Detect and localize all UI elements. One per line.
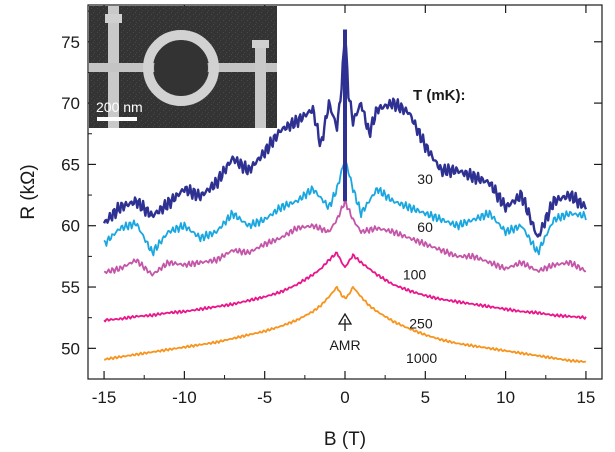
- series-label-60: 60: [417, 219, 433, 235]
- series-line-1000: [103, 285, 586, 364]
- y-tick-label: 75: [61, 33, 80, 52]
- x-tick-label: 15: [576, 388, 595, 407]
- series-label-1000: 1000: [406, 350, 437, 366]
- tick-layer: -15 -10 -5 0 5 10 15 50 55 60 65 70 75: [61, 5, 602, 407]
- right-lead: [255, 44, 266, 128]
- amr-arrow-head: [337, 312, 353, 325]
- series-layer: 30 60 100 250 1000: [102, 29, 588, 366]
- amr-annotation: AMR: [329, 312, 361, 353]
- x-tick-label: -5: [257, 388, 272, 407]
- plot-frame: [87, 4, 603, 380]
- y-tick-label: 50: [61, 339, 80, 358]
- ring: [143, 30, 219, 106]
- y-tick-label: 55: [61, 278, 80, 297]
- series-line-100: [103, 197, 587, 277]
- y-tick-label: 70: [61, 94, 80, 113]
- y-axis-title: R (kΩ): [18, 164, 39, 219]
- scale-bar: [97, 117, 137, 121]
- x-tick-label: -10: [172, 388, 197, 407]
- scale-bar-label: 200 nm: [96, 99, 143, 115]
- inset-sem-image: 200 nm: [89, 6, 277, 128]
- x-tick-label: 0: [340, 388, 349, 407]
- x-tick-label: -15: [92, 388, 117, 407]
- series-line-250: [103, 251, 587, 323]
- series-label-250: 250: [409, 316, 433, 332]
- x-tick-label: 10: [496, 388, 515, 407]
- y-tick-label: 65: [61, 155, 80, 174]
- series-label-100: 100: [403, 267, 427, 283]
- x-tick-label: 5: [421, 388, 430, 407]
- series-label-30: 30: [417, 171, 433, 187]
- amr-label: AMR: [329, 337, 360, 353]
- y-tick-label: 60: [61, 217, 80, 236]
- legend-title: T (mK):: [413, 87, 466, 104]
- x-axis-title: B (T): [324, 429, 366, 450]
